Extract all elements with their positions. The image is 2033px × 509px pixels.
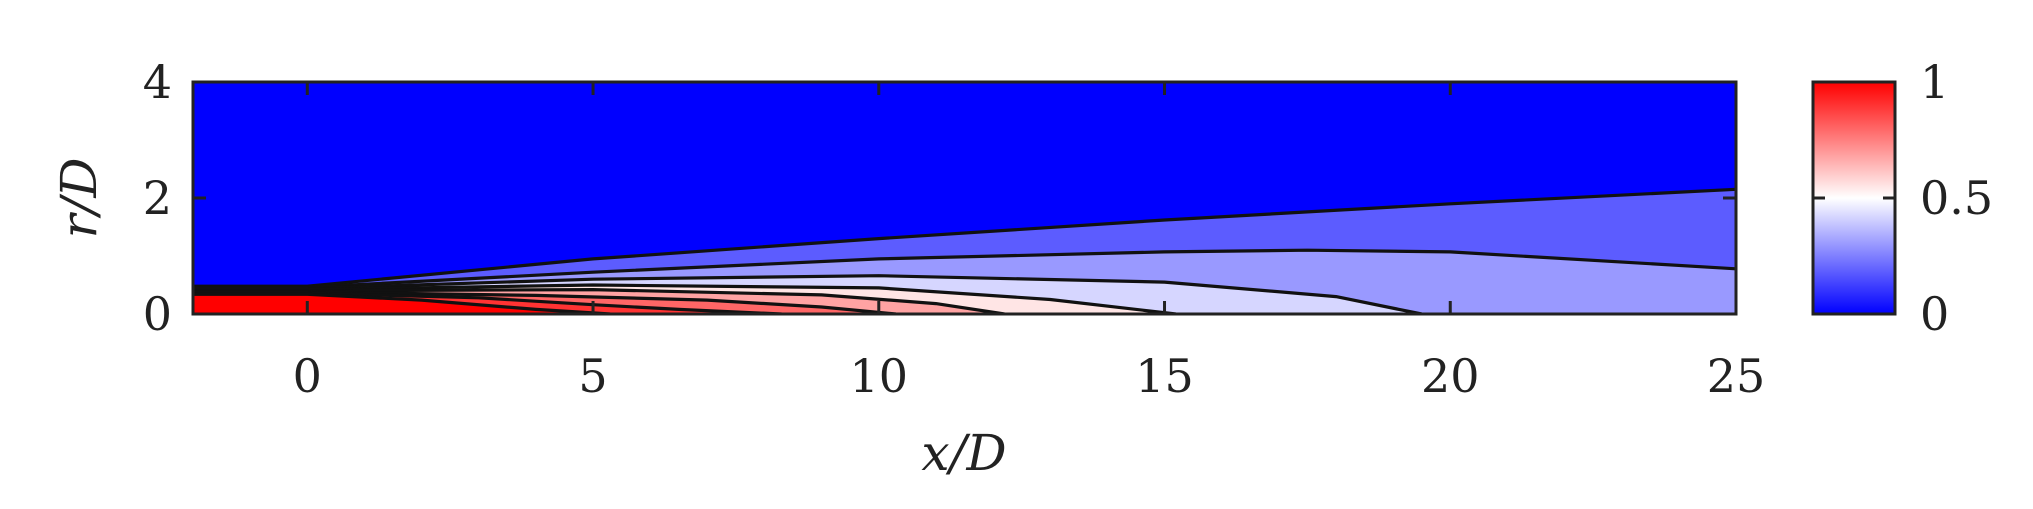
colorbar-tick-label: 0: [1920, 287, 1949, 341]
x-tick-label: 10: [850, 349, 909, 403]
colorbar: 00.51: [1811, 55, 1993, 341]
y-tick-labels: 0 2 4: [143, 55, 172, 341]
y-tick-label: 4: [143, 55, 172, 109]
colorbar-tick-label: 1: [1920, 55, 1949, 109]
colorbar-ticks: [1813, 80, 1895, 316]
x-tick-label: 15: [1135, 349, 1194, 403]
contour-band-0.95: [193, 294, 611, 314]
y-axis-title: r/D: [50, 158, 108, 239]
plot-area: [191, 80, 1738, 316]
colorbar-gradient: [1811, 80, 1897, 316]
contour-line-0.95: [193, 292, 611, 314]
x-tick-label: 5: [578, 349, 607, 403]
contour-line-0.25: [193, 248, 1736, 289]
plot-frame: [191, 80, 1738, 316]
x-axis-title: x/D: [921, 424, 1006, 482]
colorbar-tick-labels: 00.51: [1920, 55, 1993, 341]
contour-lines: [193, 187, 1736, 314]
x-tick-label: 25: [1707, 349, 1766, 403]
colorbar-tick-label: 0.5: [1920, 171, 1993, 225]
y-tick-label: 2: [143, 171, 172, 225]
x-tick-labels: 0 5 10 15 20 25: [293, 349, 1766, 403]
x-tick-label: 0: [293, 349, 322, 403]
x-tick-label: 20: [1421, 349, 1480, 403]
y-tick-label: 0: [143, 287, 172, 341]
